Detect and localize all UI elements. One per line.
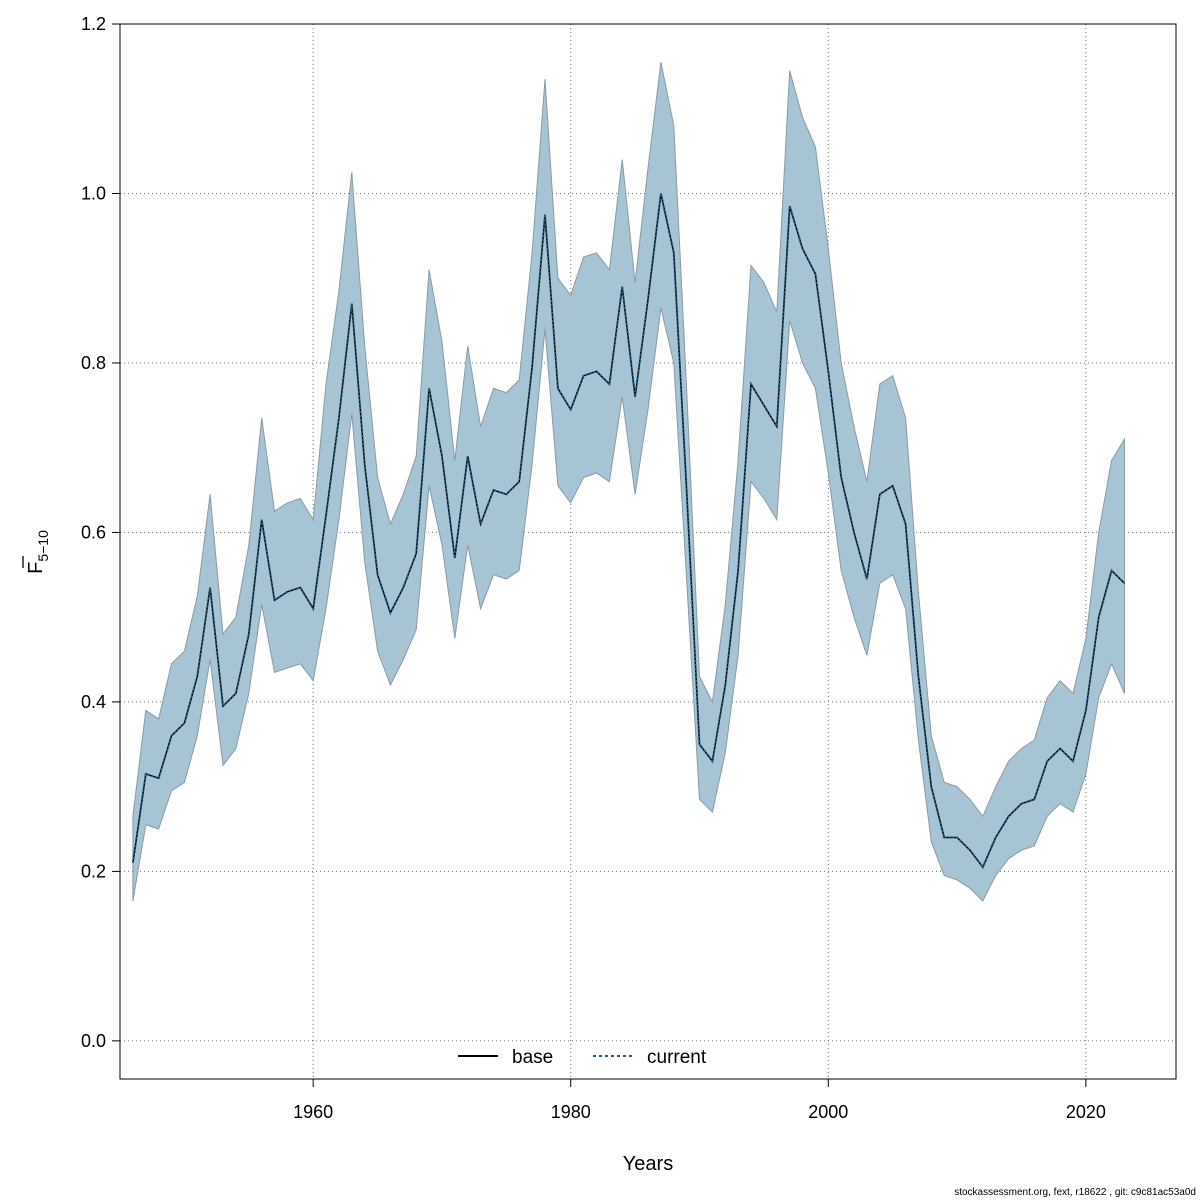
x-tick-label-0: 1960 bbox=[293, 1102, 333, 1122]
legend: base current bbox=[458, 1047, 707, 1068]
y-tick-label-6: 1.2 bbox=[81, 14, 106, 34]
y-axis-title-subscript: 5−10 bbox=[35, 530, 51, 562]
legend-label-base: base bbox=[512, 1047, 553, 1068]
confidence-band bbox=[132, 62, 1125, 902]
x-tick-label-1: 1980 bbox=[551, 1102, 591, 1122]
x-axis: 1960 1980 2000 2020 bbox=[293, 1079, 1106, 1122]
series-line-current bbox=[131, 193, 1126, 870]
x-axis-title: Years bbox=[623, 1153, 673, 1175]
legend-label-current: current bbox=[647, 1047, 707, 1068]
y-tick-label-2: 0.4 bbox=[81, 692, 106, 712]
y-axis-title: F5−10 bbox=[22, 530, 51, 574]
y-tick-label-5: 1.0 bbox=[81, 183, 106, 203]
plot-frame bbox=[119, 23, 1177, 1080]
y-tick-label-1: 0.2 bbox=[81, 861, 106, 881]
footer-credit: stockassessment.org, fext, r18622 , git:… bbox=[954, 1187, 1196, 1198]
x-tick-label-3: 2020 bbox=[1066, 1102, 1106, 1122]
y-tick-label-3: 0.6 bbox=[81, 522, 106, 542]
svg-text:F5−10: F5−10 bbox=[25, 530, 51, 574]
y-axis: 0.0 0.2 0.4 0.6 0.8 1.0 1.2 bbox=[81, 14, 120, 1051]
y-tick-label-4: 0.8 bbox=[81, 353, 106, 373]
x-tick-label-2: 2000 bbox=[808, 1102, 848, 1122]
y-axis-title-main: F bbox=[25, 562, 47, 574]
y-tick-label-0: 0.0 bbox=[81, 1031, 106, 1051]
